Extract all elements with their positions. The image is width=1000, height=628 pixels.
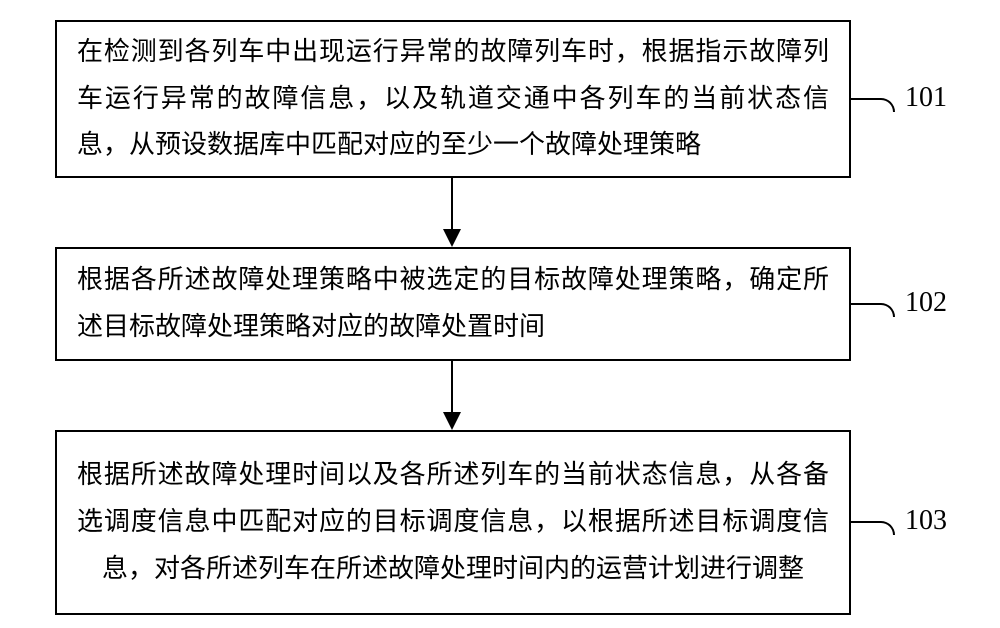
flowchart-canvas: 在检测到各列车中出现运行异常的故障列车时，根据指示故障列车运行异常的故障信息，以… [0,0,1000,628]
callout-label-2: 102 [905,287,947,319]
callout-label-1: 101 [905,82,947,114]
arrow-1-2-line [451,178,453,229]
callout-label-3: 103 [905,505,947,537]
callout-curve-2 [877,303,895,317]
callout-line-1 [851,98,877,100]
flow-node-3-text: 根据所述故障处理时间以及各所述列车的当前状态信息，从各备选调度信息中匹配对应的目… [77,452,829,592]
arrow-2-3-line [451,361,453,412]
arrow-2-3-head [443,412,461,430]
arrow-1-2-head [443,229,461,247]
callout-line-2 [851,303,877,305]
flow-node-2: 根据各所述故障处理策略中被选定的目标故障处理策略，确定所述目标故障处理策略对应的… [55,247,851,361]
flow-node-1-text: 在检测到各列车中出现运行异常的故障列车时，根据指示故障列车运行异常的故障信息，以… [77,29,829,169]
flow-node-2-text: 根据各所述故障处理策略中被选定的目标故障处理策略，确定所述目标故障处理策略对应的… [77,257,829,351]
callout-curve-1 [877,98,895,112]
callout-curve-3 [877,521,895,535]
flow-node-3: 根据所述故障处理时间以及各所述列车的当前状态信息，从各备选调度信息中匹配对应的目… [55,430,851,615]
flow-node-1: 在检测到各列车中出现运行异常的故障列车时，根据指示故障列车运行异常的故障信息，以… [55,20,851,178]
callout-line-3 [851,521,877,523]
